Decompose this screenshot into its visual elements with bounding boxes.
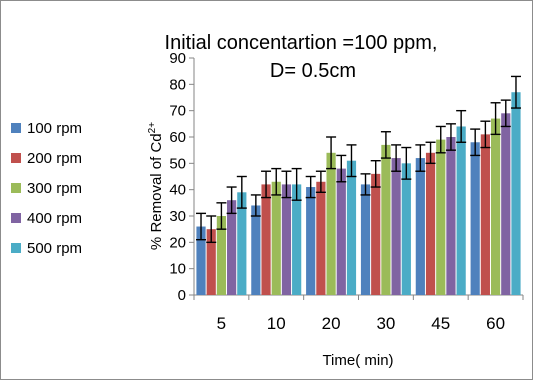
bar xyxy=(306,187,316,295)
bar xyxy=(490,118,501,295)
bar xyxy=(346,160,357,295)
bar xyxy=(271,181,281,295)
bar xyxy=(261,184,271,295)
legend-label: 400 rpm xyxy=(27,210,82,227)
bar xyxy=(316,181,326,295)
bar xyxy=(336,168,346,295)
y-tick-label: 90 xyxy=(169,50,186,67)
bar xyxy=(436,139,446,295)
y-tick-label: 0 xyxy=(178,287,186,304)
bar xyxy=(480,134,490,295)
bar xyxy=(227,200,237,295)
bar xyxy=(381,144,391,295)
y-tick-label: 50 xyxy=(169,155,186,172)
bar xyxy=(470,142,480,295)
bar xyxy=(446,137,456,295)
legend-label: 200 rpm xyxy=(27,150,82,167)
y-tick-label: 40 xyxy=(169,182,186,199)
bar xyxy=(360,184,371,295)
x-tick-label: 10 xyxy=(267,314,286,333)
bar xyxy=(281,184,292,295)
y-axis-label-text: % Removal of Cd xyxy=(148,133,165,250)
y-axis-label-superscript: 2+ xyxy=(147,122,158,134)
bar xyxy=(456,126,466,295)
legend-swatch xyxy=(11,153,21,163)
x-tick-label: 30 xyxy=(376,314,395,333)
legend-swatch xyxy=(11,213,21,223)
bar xyxy=(501,113,511,295)
bar xyxy=(216,216,227,295)
y-tick-label: 10 xyxy=(169,261,186,278)
bar xyxy=(326,152,336,295)
y-tick-label: 30 xyxy=(169,208,186,225)
bar xyxy=(425,152,436,295)
bar xyxy=(391,158,401,295)
bar xyxy=(196,226,206,295)
chart-subtitle: D= 0.5cm xyxy=(270,60,356,82)
bar xyxy=(371,173,381,295)
y-tick-label: 20 xyxy=(169,234,186,251)
x-tick-label: 45 xyxy=(431,314,450,333)
legend-label: 300 rpm xyxy=(27,180,82,197)
x-tick-label: 20 xyxy=(322,314,341,333)
bar xyxy=(251,205,261,295)
bar xyxy=(511,92,521,295)
y-axis-label: % Removal of Cd2+ xyxy=(147,122,165,250)
bar xyxy=(415,158,425,295)
y-tick-label: 60 xyxy=(169,129,186,146)
legend-swatch xyxy=(11,243,21,253)
legend-label: 500 rpm xyxy=(27,240,82,257)
legend-swatch xyxy=(11,183,21,193)
plot-area: 0 10 20 30 40 50 60 70 80 90 5 10 20 30 45 60 xyxy=(169,50,524,333)
bar xyxy=(237,192,247,295)
x-axis-label: Time( min) xyxy=(322,352,393,369)
legend-label: 100 rpm xyxy=(27,120,82,137)
bar xyxy=(292,184,302,295)
x-tick-label: 5 xyxy=(217,314,226,333)
legend-swatch xyxy=(11,123,21,133)
chart-title: Initial concentartion =100 ppm, xyxy=(165,32,438,54)
legend: 100 rpm 200 rpm 300 rpm 400 rpm 500 rpm xyxy=(11,120,82,257)
y-tick-label: 70 xyxy=(169,103,186,120)
bar xyxy=(401,163,411,295)
bar xyxy=(206,229,216,295)
x-tick-label: 60 xyxy=(486,314,505,333)
y-tick-label: 80 xyxy=(169,76,186,93)
